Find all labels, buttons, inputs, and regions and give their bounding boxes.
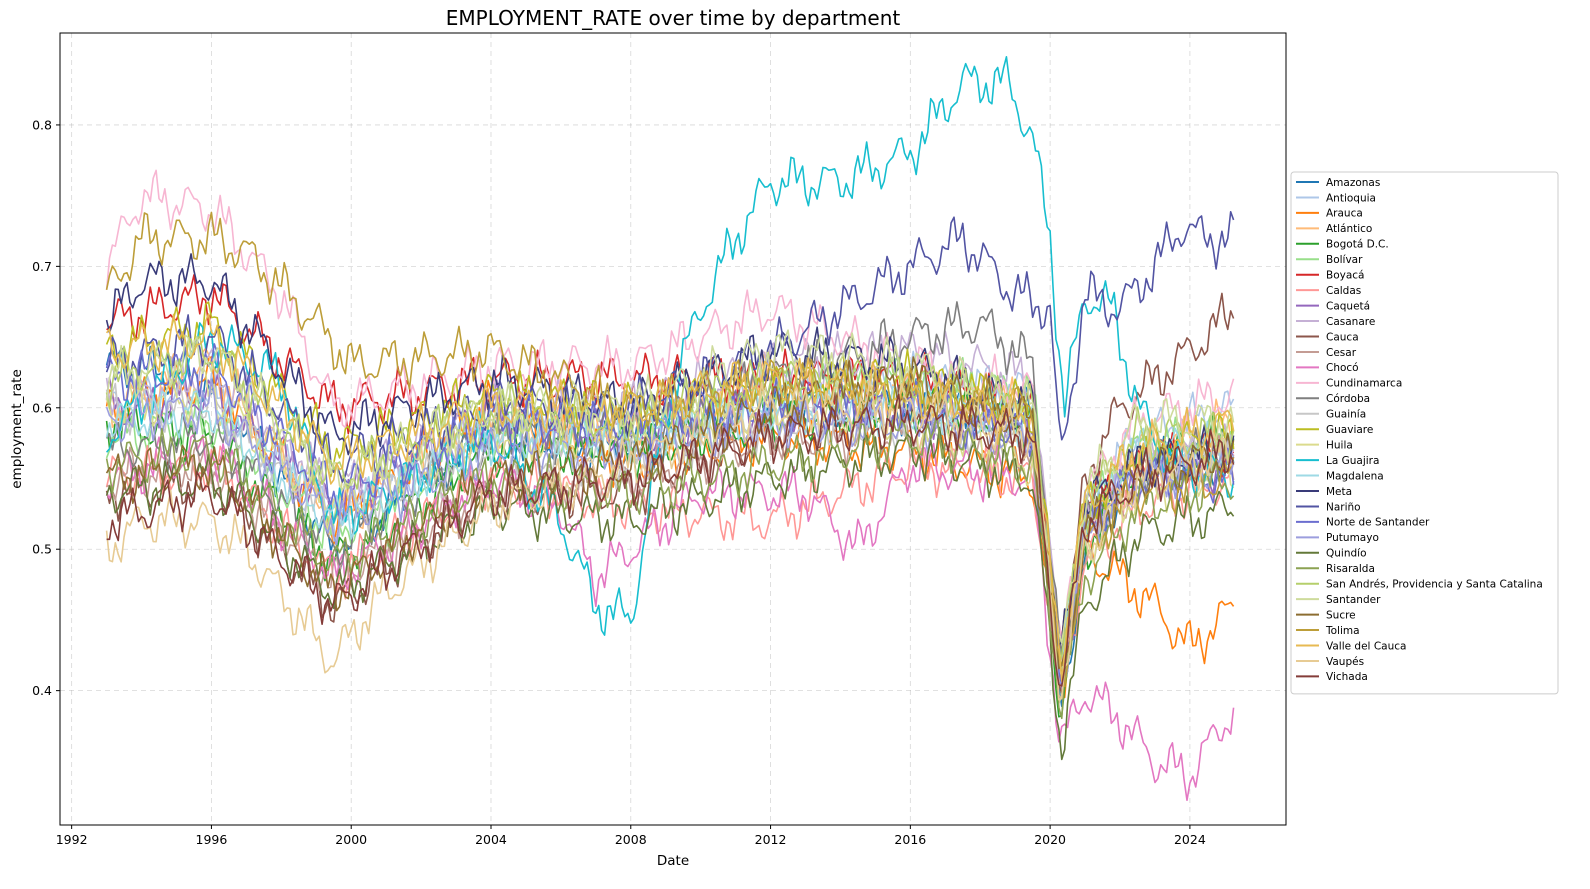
legend-label: Nariño (1326, 501, 1361, 513)
y-tick-label: 0.7 (32, 259, 52, 274)
legend-label: Tolima (1325, 625, 1360, 637)
legend-label: Córdoba (1326, 393, 1370, 405)
legend-label: Casanare (1326, 316, 1375, 328)
series-line-12 (105, 433, 1235, 801)
legend-label: Chocó (1326, 362, 1359, 374)
legend-label: Putumayo (1326, 532, 1379, 544)
x-axis-label: Date (657, 853, 689, 869)
legend-label: San Andrés, Providencia y Santa Catalina (1326, 579, 1543, 591)
legend-label: Santander (1326, 594, 1381, 606)
x-tick-label: 2024 (1174, 832, 1206, 847)
legend-label: Antioquia (1326, 192, 1376, 204)
legend-label: Cauca (1326, 331, 1359, 343)
x-tick-label: 2008 (615, 832, 647, 847)
y-tick-label: 0.5 (32, 542, 52, 557)
x-tick-label: 2004 (475, 832, 507, 847)
series-layer (105, 56, 1235, 801)
legend-label: La Guajira (1326, 455, 1379, 467)
x-tick-label: 1992 (56, 832, 88, 847)
legend-label: Meta (1326, 486, 1352, 498)
y-tick-label: 0.6 (32, 400, 52, 415)
legend-label: Atlántico (1326, 223, 1372, 235)
legend-label: Guainía (1326, 409, 1366, 421)
legend-label: Vichada (1326, 671, 1368, 683)
x-tick-label: 1996 (196, 832, 228, 847)
legend-label: Bolívar (1326, 254, 1363, 266)
legend-label: Cesar (1326, 347, 1357, 359)
legend-label: Arauca (1326, 208, 1363, 220)
legend-label: Quindío (1326, 548, 1367, 560)
series-line-30 (105, 313, 1235, 682)
legend-label: Valle del Cauca (1326, 640, 1406, 652)
legend: Amazonas Antioquia Arauca Atlántico Bogotá D… (1290, 171, 1559, 695)
series-line-28 (105, 356, 1235, 670)
legend-label: Amazonas (1326, 177, 1380, 189)
series-line-32 (106, 393, 1235, 687)
legend-label: Bogotá D.C. (1326, 239, 1389, 251)
series-line-31 (105, 380, 1235, 701)
legend-label: Risaralda (1326, 563, 1375, 575)
y-tick-label: 0.8 (32, 117, 52, 132)
legend-label: Huila (1326, 439, 1353, 451)
legend-label: Boyacá (1326, 270, 1364, 282)
plot-area-frame (59, 32, 1287, 826)
legend-frame (1290, 171, 1559, 695)
legend-label: Cundinamarca (1326, 378, 1402, 390)
x-tick-label: 2020 (1034, 832, 1066, 847)
legend-label: Caquetá (1326, 300, 1370, 312)
legend-label: Vaupés (1326, 656, 1364, 668)
legend-label: Guaviare (1326, 424, 1373, 436)
legend-label: Norte de Santander (1326, 517, 1430, 529)
chart-title: EMPLOYMENT_RATE over time by department (446, 6, 901, 30)
legend-label: Sucre (1326, 609, 1356, 621)
y-axis-label: employment_rate (9, 369, 25, 489)
y-tick-label: 0.4 (32, 683, 52, 698)
series-line-18 (105, 56, 1235, 636)
legend-label: Caldas (1326, 285, 1361, 297)
x-tick-label: 2016 (894, 832, 926, 847)
series-line-24 (105, 426, 1235, 761)
axis-layer: 1992 1996 2000 2004 2008 2012 2016 2020 2024 0.4 0… (32, 117, 1206, 847)
legend-label: Magdalena (1326, 470, 1384, 482)
x-tick-label: 2000 (335, 832, 367, 847)
x-tick-label: 2012 (755, 832, 787, 847)
